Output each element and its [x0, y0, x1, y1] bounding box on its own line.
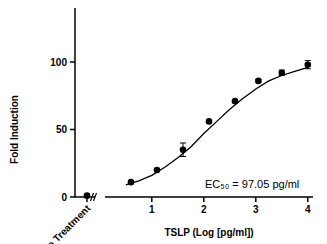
- x-axis: [105, 196, 313, 198]
- data-point: [206, 118, 213, 125]
- control-label: No Treatment: [39, 202, 92, 244]
- chart: 0 50 100 Fold Induction No Treatment 1 2 3 4 TSLP…: [0, 0, 327, 244]
- x-tick: [151, 197, 153, 202]
- axis-break: [91, 193, 94, 201]
- x-tick-label: 2: [201, 204, 207, 215]
- x-tick-label: 1: [149, 204, 155, 215]
- data-point: [305, 61, 312, 68]
- y-tick: [70, 61, 75, 63]
- y-tick-label: 50: [56, 124, 68, 135]
- x-axis-label: TSLP (Log [pg/ml]): [164, 227, 253, 238]
- y-tick-label: 0: [61, 192, 67, 203]
- data-point: [255, 78, 262, 85]
- x-tick-label: 4: [305, 204, 311, 215]
- annotation: EC₅₀ = 97.05 pg/ml: [205, 178, 299, 190]
- y-axis-label: Fold Induction: [9, 95, 20, 164]
- x-tick: [203, 197, 205, 202]
- axis-break: [94, 193, 97, 201]
- y-tick-label: 100: [50, 57, 67, 68]
- x-tick: [255, 197, 257, 202]
- error-bar: [305, 60, 311, 61]
- y-tick: [70, 196, 75, 198]
- x-tick: [307, 197, 309, 202]
- error-bar: [180, 143, 186, 144]
- control-point: [84, 192, 91, 199]
- fit-curve: [126, 67, 308, 184]
- y-tick: [70, 129, 75, 131]
- plot-area: [126, 61, 311, 186]
- x-tick-label: 3: [253, 204, 259, 215]
- y-axis: [74, 8, 76, 197]
- error-bar: [180, 156, 186, 157]
